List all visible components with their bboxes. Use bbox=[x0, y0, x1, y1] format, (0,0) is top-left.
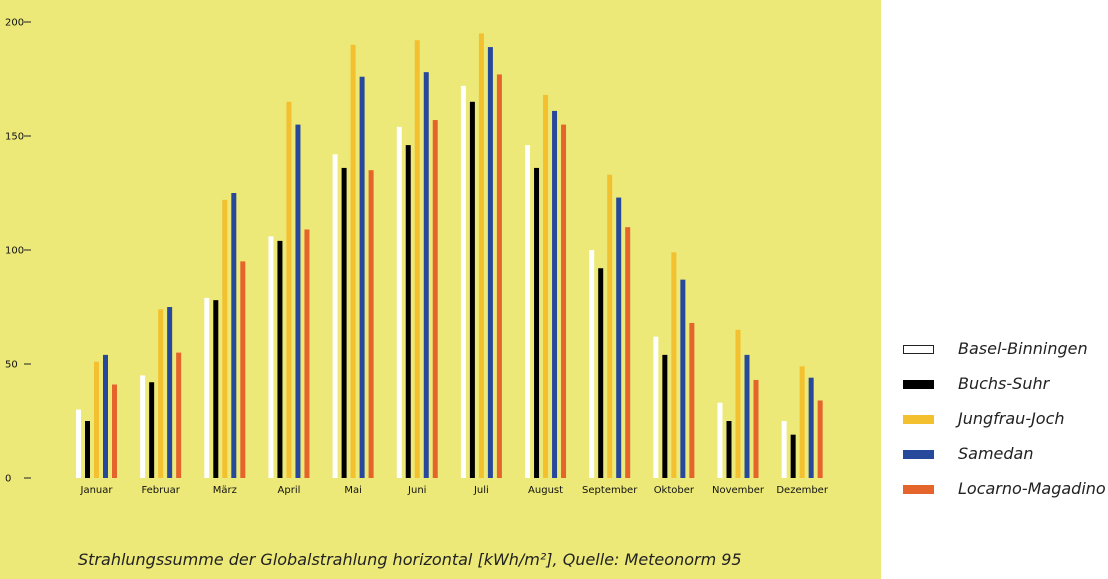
bar-basel-binningen-august bbox=[525, 145, 531, 478]
bar-samedan-august bbox=[552, 110, 558, 479]
bar-locarno-magadino-november bbox=[753, 379, 759, 478]
bar-basel-binningen-dezember bbox=[781, 421, 787, 478]
bar-jungfrau-joch-november bbox=[735, 329, 741, 478]
legend-label-samedan: Samedan bbox=[958, 444, 1034, 463]
bar-samedan-juni bbox=[423, 72, 429, 478]
x-tick-label-januar: Januar bbox=[80, 485, 114, 496]
y-tick-label-200: 200 bbox=[5, 18, 24, 29]
bar-basel-binningen-november bbox=[717, 402, 723, 478]
bar-locarno-magadino-august bbox=[561, 124, 567, 478]
bar-basel-binningen-februar bbox=[140, 375, 146, 478]
legend-swatch-jungfrau-joch bbox=[903, 415, 934, 424]
bar-basel-binningen-april bbox=[268, 236, 274, 478]
bar-samedan-januar bbox=[103, 354, 108, 478]
bar-locarno-magadino-januar bbox=[112, 384, 117, 478]
legend-swatch-locarno-magadino bbox=[903, 485, 934, 494]
bar-buchs-suhr-februar bbox=[149, 382, 155, 478]
bar-basel-binningen-juli bbox=[460, 85, 466, 478]
y-tick-label-50: 50 bbox=[5, 360, 18, 371]
bar-basel-binningen-mai bbox=[332, 154, 338, 479]
bar-buchs-suhr-januar bbox=[85, 421, 90, 478]
bar-jungfrau-joch-februar bbox=[158, 309, 164, 478]
x-tick-label-april: April bbox=[278, 485, 301, 496]
bar-jungfrau-joch-januar bbox=[94, 361, 99, 478]
bar-buchs-suhr-oktober bbox=[662, 354, 668, 478]
legend-label-jungfrau-joch: Jungfrau-Joch bbox=[958, 409, 1065, 428]
bar-jungfrau-joch-august bbox=[543, 94, 549, 479]
bar-basel-binningen-januar bbox=[76, 409, 81, 478]
legend-label-basel-binningen: Basel-Binningen bbox=[958, 339, 1088, 358]
bar-locarno-magadino-september bbox=[625, 227, 631, 478]
bar-locarno-magadino-mai bbox=[368, 170, 374, 478]
bar-jungfrau-joch-april bbox=[286, 101, 292, 479]
bar-samedan-april bbox=[295, 124, 301, 478]
bar-locarno-magadino-februar bbox=[176, 352, 182, 478]
x-tick-label-juli: Juli bbox=[473, 485, 489, 496]
bar-samedan-mai bbox=[359, 76, 365, 478]
x-tick-label-dezember: Dezember bbox=[776, 485, 828, 496]
x-tick-label-oktober: Oktober bbox=[654, 485, 695, 496]
y-tick-label-0: 0 bbox=[5, 474, 11, 485]
bar-samedan-november bbox=[744, 354, 750, 478]
x-tick-label-november: November bbox=[712, 485, 765, 496]
bar-basel-binningen-juni bbox=[396, 126, 402, 478]
bar-jungfrau-joch-september bbox=[607, 174, 613, 478]
bar-jungfrau-joch-dezember bbox=[799, 366, 805, 478]
bar-buchs-suhr-august bbox=[534, 167, 540, 479]
bar-jungfrau-joch-marz bbox=[222, 199, 228, 478]
x-tick-label-marz: März bbox=[213, 485, 237, 496]
x-tick-label-februar: Februar bbox=[141, 485, 180, 496]
legend-label-buchs-suhr: Buchs-Suhr bbox=[958, 374, 1050, 393]
bar-buchs-suhr-mai bbox=[341, 167, 347, 479]
bar-buchs-suhr-november bbox=[726, 421, 732, 478]
bar-jungfrau-joch-juli bbox=[478, 33, 484, 479]
x-tick-label-mai: Mai bbox=[344, 485, 362, 496]
bar-buchs-suhr-dezember bbox=[790, 434, 796, 478]
bar-buchs-suhr-juli bbox=[469, 101, 475, 479]
x-tick-label-september: September bbox=[582, 485, 638, 496]
chart-caption: Strahlungssumme der Globalstrahlung hori… bbox=[78, 550, 742, 569]
legend-label-locarno-magadino: Locarno-Magadino bbox=[958, 479, 1106, 498]
bar-buchs-suhr-marz bbox=[213, 300, 219, 478]
y-tick-label-100: 100 bbox=[5, 246, 24, 257]
bar-samedan-oktober bbox=[680, 279, 686, 478]
bar-jungfrau-joch-juni bbox=[414, 40, 420, 479]
bar-locarno-magadino-dezember bbox=[817, 400, 823, 478]
bar-jungfrau-joch-mai bbox=[350, 44, 356, 479]
bar-locarno-magadino-oktober bbox=[689, 322, 695, 478]
bar-basel-binningen-marz bbox=[204, 297, 210, 478]
x-tick-label-juni: Juni bbox=[407, 485, 426, 496]
bar-locarno-magadino-juli bbox=[496, 74, 502, 478]
legend-swatch-basel-binningen bbox=[903, 345, 934, 354]
bar-samedan-september bbox=[616, 197, 622, 478]
bar-samedan-dezember bbox=[808, 377, 814, 478]
bar-samedan-marz bbox=[231, 193, 237, 478]
bar-basel-binningen-september bbox=[589, 250, 595, 478]
bar-jungfrau-joch-oktober bbox=[671, 252, 677, 478]
legend-swatch-samedan bbox=[903, 450, 934, 459]
bar-locarno-magadino-marz bbox=[240, 261, 246, 478]
bar-basel-binningen-oktober bbox=[653, 336, 659, 478]
bar-buchs-suhr-juni bbox=[405, 145, 411, 478]
y-tick-label-150: 150 bbox=[5, 132, 24, 143]
bar-locarno-magadino-april bbox=[304, 229, 310, 478]
plot-panel: 0 50 100 150 200 Januar Februar März April Mai Jun… bbox=[0, 0, 881, 579]
bar-samedan-juli bbox=[487, 47, 493, 478]
bar-buchs-suhr-september bbox=[598, 268, 604, 478]
bar-samedan-februar bbox=[167, 307, 173, 478]
bar-chart: 0 50 100 150 200 Januar Februar März April Mai Jun… bbox=[5, 18, 829, 497]
x-tick-label-august: August bbox=[528, 485, 563, 496]
bar-buchs-suhr-april bbox=[277, 240, 283, 478]
legend-swatch-buchs-suhr bbox=[903, 380, 934, 389]
bar-locarno-magadino-juni bbox=[432, 120, 438, 478]
